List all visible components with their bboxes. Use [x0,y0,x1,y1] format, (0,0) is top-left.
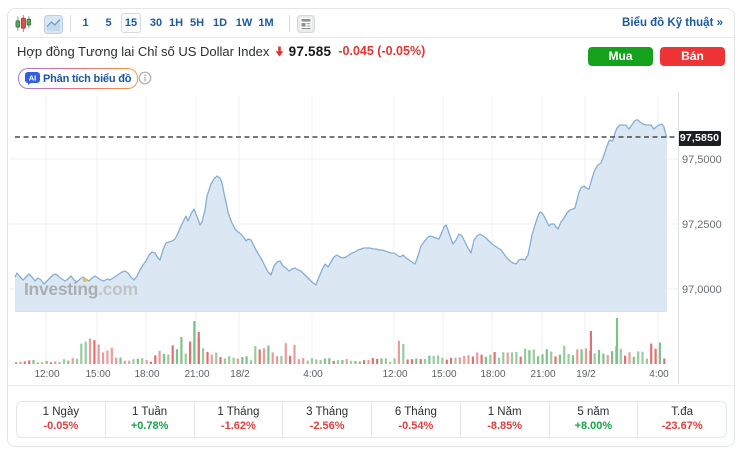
svg-text:AI: AI [29,73,37,82]
